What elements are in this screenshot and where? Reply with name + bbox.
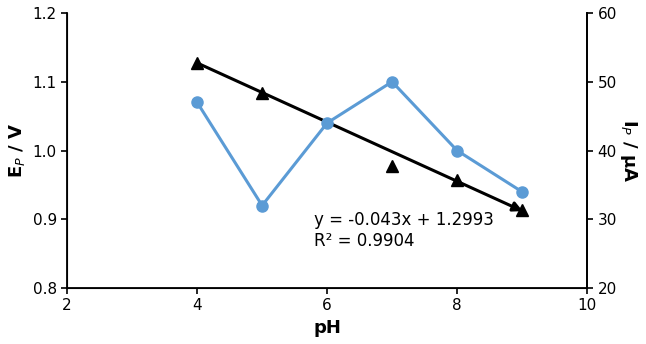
Y-axis label: E$_{P}$ / V: E$_{P}$ / V [7,123,27,178]
Text: y = -0.043x + 1.2993
R² = 0.9904: y = -0.043x + 1.2993 R² = 0.9904 [314,211,494,249]
Y-axis label: I$_{P}$ / μA: I$_{P}$ / μA [618,119,639,182]
X-axis label: pH: pH [313,319,341,337]
